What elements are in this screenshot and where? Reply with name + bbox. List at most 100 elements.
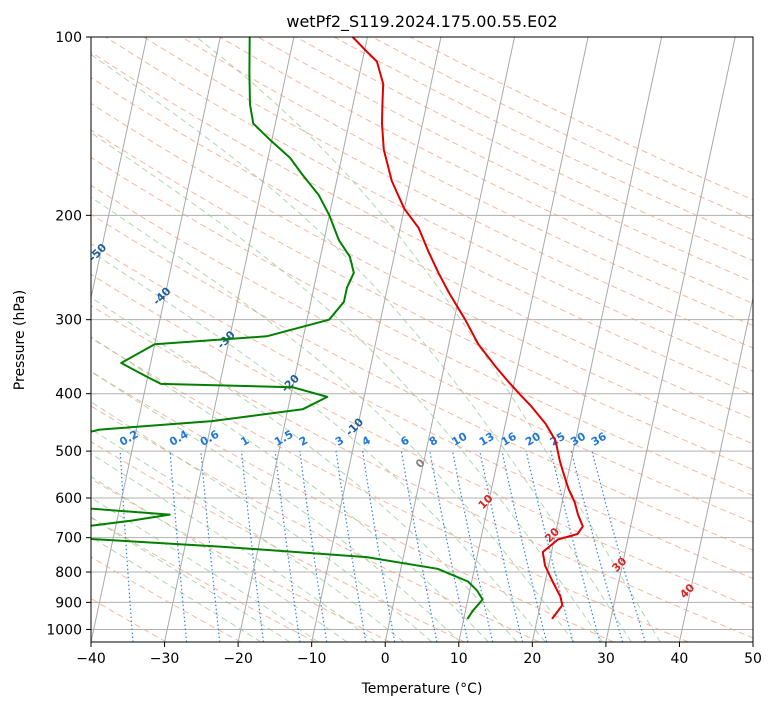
dry-adiabat <box>91 184 753 523</box>
y-tick-label: 200 <box>55 208 82 224</box>
dry-adiabat <box>91 556 242 642</box>
isotherm-label: -40 <box>150 284 173 307</box>
moist-adiabat <box>91 401 433 642</box>
isotherm-line <box>678 295 753 642</box>
dry-adiabat <box>91 243 753 580</box>
mixing-ratio-label: 2 <box>297 434 310 449</box>
mixing-ratio-line <box>452 450 494 642</box>
mixing-ratio-line <box>525 450 574 642</box>
mixing-ratio-line <box>169 451 188 642</box>
mixing-ratio-line <box>299 451 328 642</box>
mixing-ratio-line <box>479 450 524 642</box>
dry-adiabat <box>91 370 614 642</box>
mixing-ratio-line <box>274 451 301 642</box>
isotherm-line <box>531 37 663 642</box>
mixing-ratio-line <box>429 450 469 642</box>
moist-adiabat <box>91 53 632 642</box>
dry-adiabat <box>91 337 689 642</box>
dry-adiabat <box>91 405 540 642</box>
dry-adiabat <box>410 37 753 201</box>
mixing-ratio-line <box>240 451 265 642</box>
isotherm-label: 20 <box>542 525 562 545</box>
dry-adiabat <box>219 37 753 304</box>
mixing-ratio-label: 13 <box>477 430 497 449</box>
y-tick-label: 400 <box>55 387 82 403</box>
mixing-ratio-label: 36 <box>589 430 609 449</box>
profile-series <box>91 37 584 620</box>
x-tick-label: 50 <box>744 651 762 667</box>
temperature-profile <box>351 37 584 620</box>
background-line-labels: 0.10.20.40.611.52346810131620253036-100-… <box>22 197 698 601</box>
isotherm-line <box>752 639 753 642</box>
isotherm-label: 40 <box>677 581 697 601</box>
moist-adiabat <box>196 37 661 642</box>
isotherm-line <box>311 37 442 642</box>
dewpoint-profile <box>91 37 484 620</box>
mixing-ratio-label: 20 <box>523 430 543 449</box>
plot-frame <box>90 36 754 643</box>
mixing-ratio-label: 0.4 <box>167 428 191 449</box>
y-tick-label: 800 <box>55 565 82 581</box>
moist-adiabat <box>91 370 461 642</box>
x-axis-label: Temperature (°C) <box>361 681 483 697</box>
mixing-ratio-label: 30 <box>568 430 588 449</box>
moist-adiabat <box>91 196 575 642</box>
moist-adiabat <box>91 336 489 642</box>
isotherm-line <box>605 37 736 642</box>
mixing-ratio-label: 0.1 <box>70 428 93 449</box>
y-tick-label: 500 <box>55 444 82 460</box>
mixing-ratio-line <box>200 451 221 642</box>
isotherm-line <box>0 37 73 642</box>
mixing-ratio-label: 10 <box>450 430 470 449</box>
dry-adiabat <box>91 597 167 642</box>
dry-adiabat <box>295 37 753 262</box>
mixing-ratio-line <box>335 451 367 642</box>
isotherm-label: -60 <box>22 197 45 220</box>
mixing-ratio-label: 8 <box>427 434 440 449</box>
isotherm-label: 10 <box>476 492 496 512</box>
x-tick-label: −20 <box>223 651 253 667</box>
moist-adiabat <box>91 517 291 642</box>
background-lines <box>0 37 753 642</box>
moist-adiabat <box>91 132 604 642</box>
x-tick-label: −10 <box>297 651 327 667</box>
dry-adiabat <box>257 37 753 283</box>
chart-title: wetPf2_S119.2024.175.00.55.E02 <box>286 12 557 32</box>
x-tick-label: −30 <box>150 651 180 667</box>
isotherm-label: -20 <box>279 372 302 395</box>
y-tick-label: 1000 <box>46 622 82 638</box>
dry-adiabat <box>91 76 753 420</box>
x-tick-label: 40 <box>671 651 689 667</box>
dry-adiabat <box>91 51 753 396</box>
dry-adiabat <box>91 516 316 642</box>
moist-adiabat <box>91 250 546 642</box>
isotherm-label: 0 <box>413 456 428 471</box>
moist-adiabat <box>91 475 348 642</box>
mixing-ratio-line <box>119 451 134 642</box>
isotherm-line <box>91 37 221 642</box>
dry-adiabat <box>91 102 753 445</box>
y-tick-label: 600 <box>55 491 82 507</box>
mixing-ratio-line <box>400 450 438 642</box>
mixing-ratio-line <box>591 450 646 642</box>
x-tick-label: 20 <box>523 651 541 667</box>
mixing-ratio-line <box>362 451 396 642</box>
x-tick-label: 30 <box>597 651 615 667</box>
x-tick-label: −40 <box>76 651 106 667</box>
moist-adiabat <box>91 497 319 642</box>
mixing-ratio-line <box>501 450 548 642</box>
y-axis-ticks: 100 200 300 400 500 600 700 800 900 1000 <box>46 30 91 638</box>
isotherm-line <box>91 37 148 301</box>
moist-adiabat <box>91 296 518 642</box>
dry-adiabat <box>105 37 753 372</box>
x-tick-label: 10 <box>450 651 468 667</box>
dry-adiabat <box>91 156 753 497</box>
mixing-ratio-label: 4 <box>360 433 373 448</box>
dry-adiabat <box>91 441 465 642</box>
x-axis-ticks: −40 −30 −20 −10 0 10 20 30 40 50 <box>76 642 762 667</box>
dry-adiabat <box>333 37 753 241</box>
isotherm-line <box>384 37 516 642</box>
dry-adiabat <box>91 478 391 642</box>
y-tick-label: 100 <box>55 30 82 46</box>
